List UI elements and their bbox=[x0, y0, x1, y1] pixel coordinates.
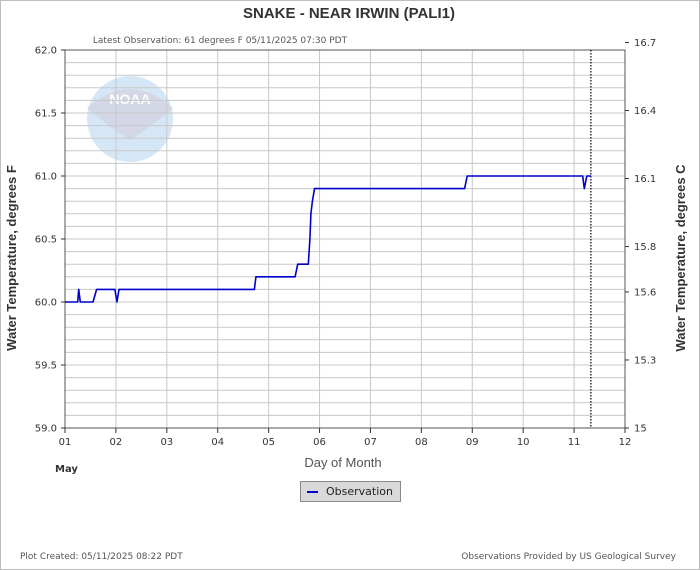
x-tick-label: 02 bbox=[110, 437, 123, 448]
y-tick-label: 60.0 bbox=[35, 298, 57, 309]
legend-label: Observation bbox=[326, 485, 393, 498]
series-group bbox=[65, 50, 592, 428]
x-tick-label: 05 bbox=[262, 437, 275, 448]
chart-title: SNAKE - NEAR IRWIN (PALI1) bbox=[243, 5, 455, 22]
y2-tick-label: 15.6 bbox=[634, 287, 656, 298]
x-tick-label: 09 bbox=[466, 437, 479, 448]
legend-swatch bbox=[307, 490, 318, 493]
x-tick-label: 01 bbox=[59, 437, 72, 448]
grid-lines bbox=[65, 50, 625, 428]
y-axis-right-label: Water Temperature, degrees C bbox=[673, 164, 688, 352]
y2-tick-label: 15.8 bbox=[634, 242, 656, 253]
x-tick-label: 06 bbox=[313, 437, 326, 448]
x-axis-label: Day of Month bbox=[304, 455, 381, 470]
y-tick-label: 62.0 bbox=[35, 46, 57, 57]
x-tick-label: 10 bbox=[517, 437, 530, 448]
y-axis-right-ticks: 15 15.3 15.6 15.8 16.1 16.4 16.7 bbox=[625, 38, 656, 435]
y-tick-label: 61.0 bbox=[35, 172, 57, 183]
y2-tick-label: 16.7 bbox=[634, 38, 656, 49]
x-tick-label: 03 bbox=[160, 437, 173, 448]
y2-tick-label: 15.3 bbox=[634, 355, 656, 366]
legend: Observation bbox=[300, 481, 401, 502]
x-tick-label: 07 bbox=[364, 437, 377, 448]
x-axis-ticks: 01 02 03 04 05 06 07 08 09 10 11 12 bbox=[59, 428, 632, 448]
y-tick-label: 61.5 bbox=[35, 109, 57, 120]
y-tick-label: 59.0 bbox=[35, 424, 57, 435]
y-tick-label: 60.5 bbox=[35, 235, 57, 246]
x-tick-label: 04 bbox=[211, 437, 224, 448]
x-axis-sublabel: May bbox=[55, 464, 78, 475]
y2-tick-label: 16.4 bbox=[634, 106, 656, 117]
y2-tick-label: 16.1 bbox=[634, 174, 656, 185]
logo-text: NOAA bbox=[109, 91, 150, 107]
y-tick-label: 59.5 bbox=[35, 361, 57, 372]
data-source-note: Observations Provided by US Geological S… bbox=[461, 552, 676, 562]
plot-created-note: Plot Created: 05/11/2025 08:22 PDT bbox=[20, 552, 183, 562]
chart-subtitle: Latest Observation: 61 degrees F 05/11/2… bbox=[93, 36, 348, 46]
y2-tick-label: 15 bbox=[634, 424, 647, 435]
x-tick-label: 08 bbox=[415, 437, 428, 448]
x-tick-label: 12 bbox=[619, 437, 632, 448]
series-line-observation bbox=[65, 175, 591, 303]
noaa-logo: NOAA bbox=[87, 76, 173, 162]
y-axis-left-ticks: 59.0 59.5 60.0 60.5 61.0 61.5 62.0 bbox=[35, 46, 65, 435]
y-axis-left-label: Water Temperature, degrees F bbox=[4, 165, 19, 351]
x-tick-label: 11 bbox=[568, 437, 581, 448]
